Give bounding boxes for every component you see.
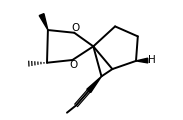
Text: H: H	[148, 55, 156, 65]
Polygon shape	[87, 76, 102, 93]
Text: O: O	[69, 60, 77, 70]
Polygon shape	[39, 14, 48, 30]
Polygon shape	[136, 58, 148, 63]
Text: O: O	[71, 23, 79, 33]
